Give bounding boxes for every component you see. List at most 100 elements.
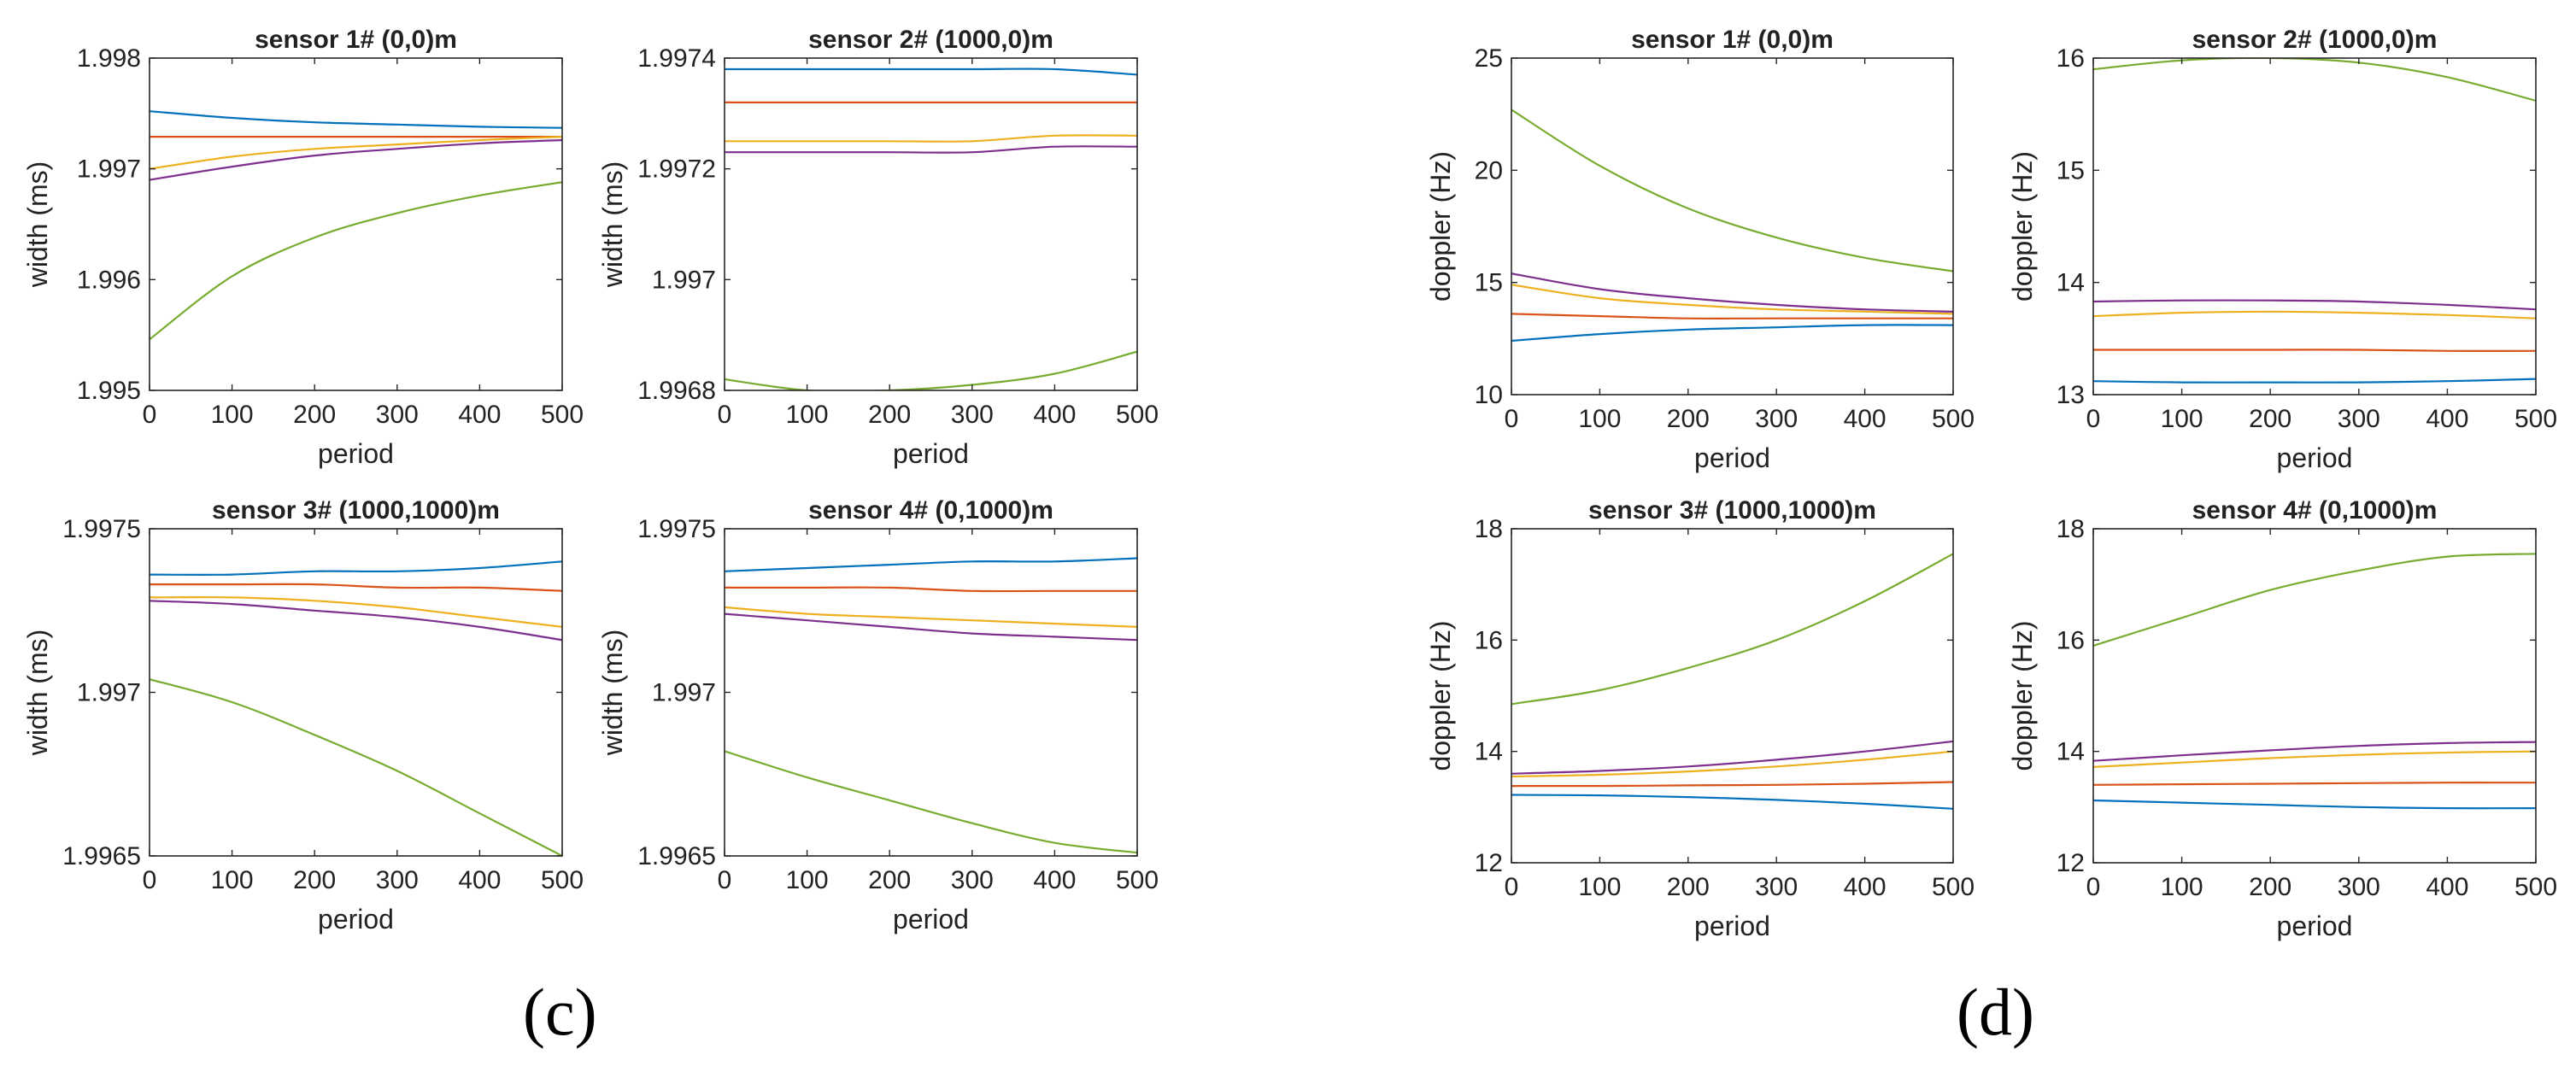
y-tick-label: 20 xyxy=(1475,156,1503,185)
series-line-purple xyxy=(2093,299,2536,311)
series-line-red xyxy=(725,586,1137,593)
subplot-title: sensor 2# (1000,0)m xyxy=(808,26,1053,54)
y-axis-label: doppler (Hz) xyxy=(1425,620,1456,771)
x-axis-label: period xyxy=(318,438,394,469)
x-tick-label: 300 xyxy=(951,866,994,894)
subplot-c-1: sensor 1# (0,0)m 0 100 200 300 400 500 1.995 1.9… xyxy=(22,26,584,469)
x-tick-label: 300 xyxy=(376,401,419,429)
x-tick-label: 100 xyxy=(786,866,829,894)
series-line-red xyxy=(1511,313,1953,319)
subplot-title: sensor 1# (0,0)m xyxy=(255,26,457,54)
x-tick-label: 500 xyxy=(1116,866,1159,894)
subplot-d-4: sensor 4# (0,1000)m 0 100 200 300 400 500 12 14 1… xyxy=(2007,496,2557,941)
y-tick-label: 14 xyxy=(1475,738,1503,766)
x-tick-label: 300 xyxy=(1755,873,1798,901)
y-tick-label: 1.995 xyxy=(77,377,141,405)
y-tick-label: 14 xyxy=(2057,269,2085,297)
x-tick-label: 500 xyxy=(1116,401,1159,429)
x-tick-label: 500 xyxy=(2514,405,2557,433)
x-tick-label: 200 xyxy=(2249,405,2291,433)
subplot-title: sensor 4# (0,1000)m xyxy=(808,496,1053,524)
y-tick-label: 1.997 xyxy=(652,266,716,294)
subplot-c-4: sensor 4# (0,1000)m 0 100 200 300 400 500 1.996… xyxy=(597,496,1159,935)
x-tick-label: 200 xyxy=(1667,405,1710,433)
x-axis-label: period xyxy=(893,438,969,469)
subplot-c-2: sensor 2# (1000,0)m 0 100 200 300 400 500 1.996… xyxy=(597,26,1159,469)
x-tick-label: 100 xyxy=(211,401,254,429)
x-axis-label: period xyxy=(1694,442,1770,473)
x-tick-label: 300 xyxy=(951,401,994,429)
plot-frame xyxy=(724,528,1138,857)
y-tick-label: 15 xyxy=(1475,269,1503,297)
x-tick-label: 400 xyxy=(2426,405,2468,433)
x-tick-label: 300 xyxy=(2338,405,2380,433)
plot-frame xyxy=(1511,528,1954,864)
subplot-title: sensor 3# (1000,1000)m xyxy=(1588,496,1876,524)
x-axis-label: period xyxy=(893,904,969,935)
x-tick-label: 0 xyxy=(143,866,157,894)
series-line-red xyxy=(1511,781,1953,788)
y-tick-label: 12 xyxy=(1475,849,1503,877)
series-line-blue xyxy=(2093,799,2536,810)
y-axis-label: doppler (Hz) xyxy=(2007,151,2038,302)
x-tick-label: 0 xyxy=(1505,873,1519,901)
x-tick-label: 100 xyxy=(2161,873,2203,901)
x-tick-label: 200 xyxy=(293,866,336,894)
series-line-purple xyxy=(1511,272,1953,313)
panel-label-c: (c) xyxy=(523,975,597,1049)
x-tick-label: 400 xyxy=(458,866,501,894)
x-tick-label: 0 xyxy=(143,401,157,429)
x-tick-label: 400 xyxy=(1033,866,1076,894)
y-tick-label: 12 xyxy=(2057,849,2085,877)
x-tick-label: 200 xyxy=(1667,873,1710,901)
series-line-blue xyxy=(150,560,562,577)
series-line-green xyxy=(2093,553,2536,647)
x-tick-label: 0 xyxy=(2086,405,2101,433)
y-tick-label: 1.997 xyxy=(77,679,141,707)
y-axis-label: width (ms) xyxy=(22,161,53,289)
y-axis-label: doppler (Hz) xyxy=(1425,151,1456,302)
subplot-c-3: sensor 3# (1000,1000)m 0 100 200 300 400 500 1.… xyxy=(22,496,584,935)
y-axis-label: width (ms) xyxy=(22,630,53,757)
series-line-purple xyxy=(1511,740,1953,775)
x-tick-label: 500 xyxy=(541,401,584,429)
series-line-green xyxy=(725,750,1137,854)
y-tick-label: 1.9975 xyxy=(62,515,141,543)
y-tick-label: 14 xyxy=(2057,738,2085,766)
series-line-green xyxy=(2093,58,2536,102)
x-tick-label: 0 xyxy=(1505,405,1519,433)
x-axis-label: period xyxy=(2277,911,2353,941)
y-tick-label: 18 xyxy=(2057,515,2085,543)
series-line-yellow xyxy=(1511,284,1953,315)
plot-frame xyxy=(149,528,563,857)
series-line-red xyxy=(2093,349,2536,352)
x-axis-label: period xyxy=(2277,442,2353,473)
series-line-red xyxy=(150,583,562,592)
x-axis-label: period xyxy=(318,904,394,935)
x-tick-label: 400 xyxy=(1844,405,1887,433)
x-tick-label: 100 xyxy=(211,866,254,894)
y-tick-label: 16 xyxy=(2057,44,2085,73)
x-tick-label: 400 xyxy=(458,401,501,429)
series-line-green xyxy=(725,350,1137,390)
series-line-purple xyxy=(150,138,562,181)
y-tick-label: 1.9974 xyxy=(637,44,716,73)
series-line-yellow xyxy=(725,606,1137,628)
x-tick-label: 400 xyxy=(1844,873,1887,901)
subplot-title: sensor 1# (0,0)m xyxy=(1631,26,1834,54)
y-tick-label: 1.997 xyxy=(77,155,141,184)
series-line-green xyxy=(1511,553,1953,706)
y-tick-label: 1.997 xyxy=(652,679,716,707)
series-line-blue xyxy=(725,67,1137,76)
y-tick-label: 10 xyxy=(1475,381,1503,409)
x-tick-label: 100 xyxy=(1578,405,1621,433)
series-line-purple xyxy=(725,145,1137,154)
x-tick-label: 200 xyxy=(868,866,911,894)
subplot-d-2: sensor 2# (1000,0)m 0 100 200 300 400 500 13 14 1… xyxy=(2007,26,2557,473)
series-line-purple xyxy=(2093,741,2536,762)
x-tick-label: 300 xyxy=(376,866,419,894)
x-tick-label: 400 xyxy=(2426,873,2468,901)
series-line-red xyxy=(2093,782,2536,786)
y-tick-label: 1.9975 xyxy=(637,515,716,543)
y-tick-label: 18 xyxy=(1475,515,1503,543)
